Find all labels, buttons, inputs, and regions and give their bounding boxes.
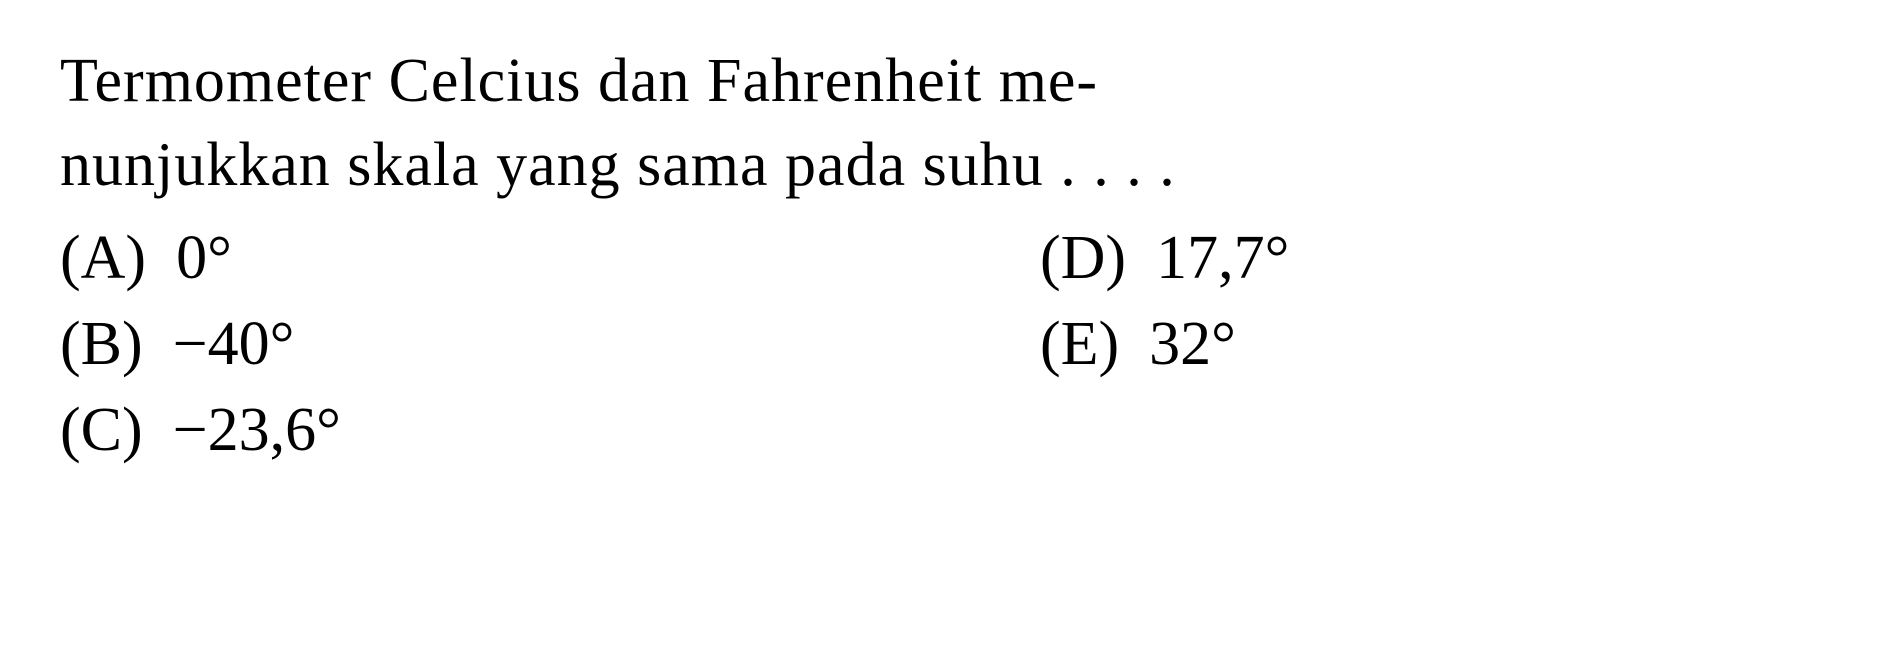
option-d-value: 17,7°	[1156, 217, 1289, 301]
option-a-label: (A)	[60, 217, 146, 301]
question-text: Termometer Celcius dan Fahrenheit me- nu…	[60, 40, 1840, 207]
option-d: (D) 17,7°	[1040, 217, 1840, 301]
option-c-label: (C)	[60, 389, 143, 473]
option-b-value: −40°	[173, 303, 295, 387]
option-a: (A) 0°	[60, 217, 860, 301]
question-line-1: Termometer Celcius dan Fahrenheit me-	[60, 47, 1098, 115]
question-container: Termometer Celcius dan Fahrenheit me- nu…	[60, 40, 1840, 472]
option-a-value: 0°	[176, 217, 232, 301]
option-e-value: 32°	[1149, 303, 1236, 387]
options-grid: (A) 0° (D) 17,7° (B) −40° (E) 32° (C) −2…	[60, 217, 1840, 472]
option-b-label: (B)	[60, 303, 143, 387]
option-d-label: (D)	[1040, 217, 1126, 301]
option-c-value: −23,6°	[173, 389, 341, 473]
option-c: (C) −23,6°	[60, 389, 860, 473]
option-b: (B) −40°	[60, 303, 860, 387]
option-e-label: (E)	[1040, 303, 1119, 387]
option-e: (E) 32°	[1040, 303, 1840, 387]
question-line-2: nunjukkan skala yang sama pada suhu . . …	[60, 131, 1176, 199]
